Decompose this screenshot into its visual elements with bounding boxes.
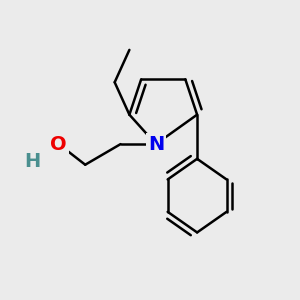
Text: O: O — [50, 135, 67, 154]
Text: H: H — [24, 152, 40, 171]
Text: N: N — [148, 135, 164, 154]
